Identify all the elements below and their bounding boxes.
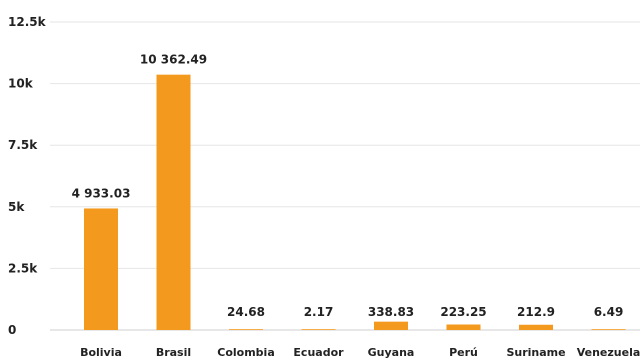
bar-perú <box>446 324 481 330</box>
bars <box>84 74 626 330</box>
data-labels: 4 933.03 10 362.49 24.68 2.17 338.83 223.25 21… <box>72 53 624 319</box>
data-label: 212.9 <box>517 305 555 319</box>
y-tick-label: 7.5k <box>8 138 38 152</box>
y-tick-label: 12.5k <box>8 15 47 29</box>
bar-colombia <box>229 329 263 330</box>
y-axis: 0 2.5k 5k 7.5k 10k 12.5k <box>8 15 47 337</box>
data-label: 2.17 <box>304 305 334 319</box>
y-tick-label: 0 <box>8 323 16 337</box>
bar-brasil <box>156 74 191 330</box>
data-label: 24.68 <box>227 305 265 319</box>
y-tick-label: 2.5k <box>8 261 38 275</box>
data-label: 223.25 <box>440 305 486 319</box>
x-tick-label: Guyana <box>368 346 415 358</box>
x-tick-label: Perú <box>449 346 478 358</box>
bar-suriname <box>519 324 553 330</box>
x-axis: Bolivia Brasil Colombia Ecuador Guyana Perú Su… <box>80 346 640 358</box>
grid <box>50 21 640 331</box>
bar-bolivia <box>84 208 118 330</box>
data-label: 338.83 <box>368 305 414 319</box>
data-label: 6.49 <box>594 305 624 319</box>
x-tick-label: Venezuela <box>577 346 641 358</box>
x-tick-label: Suriname <box>506 346 565 358</box>
x-tick-label: Colombia <box>217 346 275 358</box>
x-tick-label: Bolivia <box>80 346 122 358</box>
y-tick-label: 5k <box>8 200 25 214</box>
x-tick-label: Brasil <box>156 346 191 358</box>
data-label: 10 362.49 <box>140 53 207 67</box>
bar-venezuela <box>591 329 626 330</box>
data-label: 4 933.03 <box>72 186 131 200</box>
x-tick-label: Ecuador <box>293 346 344 358</box>
y-tick-label: 10k <box>8 77 34 91</box>
bar-guyana <box>374 321 408 330</box>
bar-ecuador <box>301 329 336 330</box>
